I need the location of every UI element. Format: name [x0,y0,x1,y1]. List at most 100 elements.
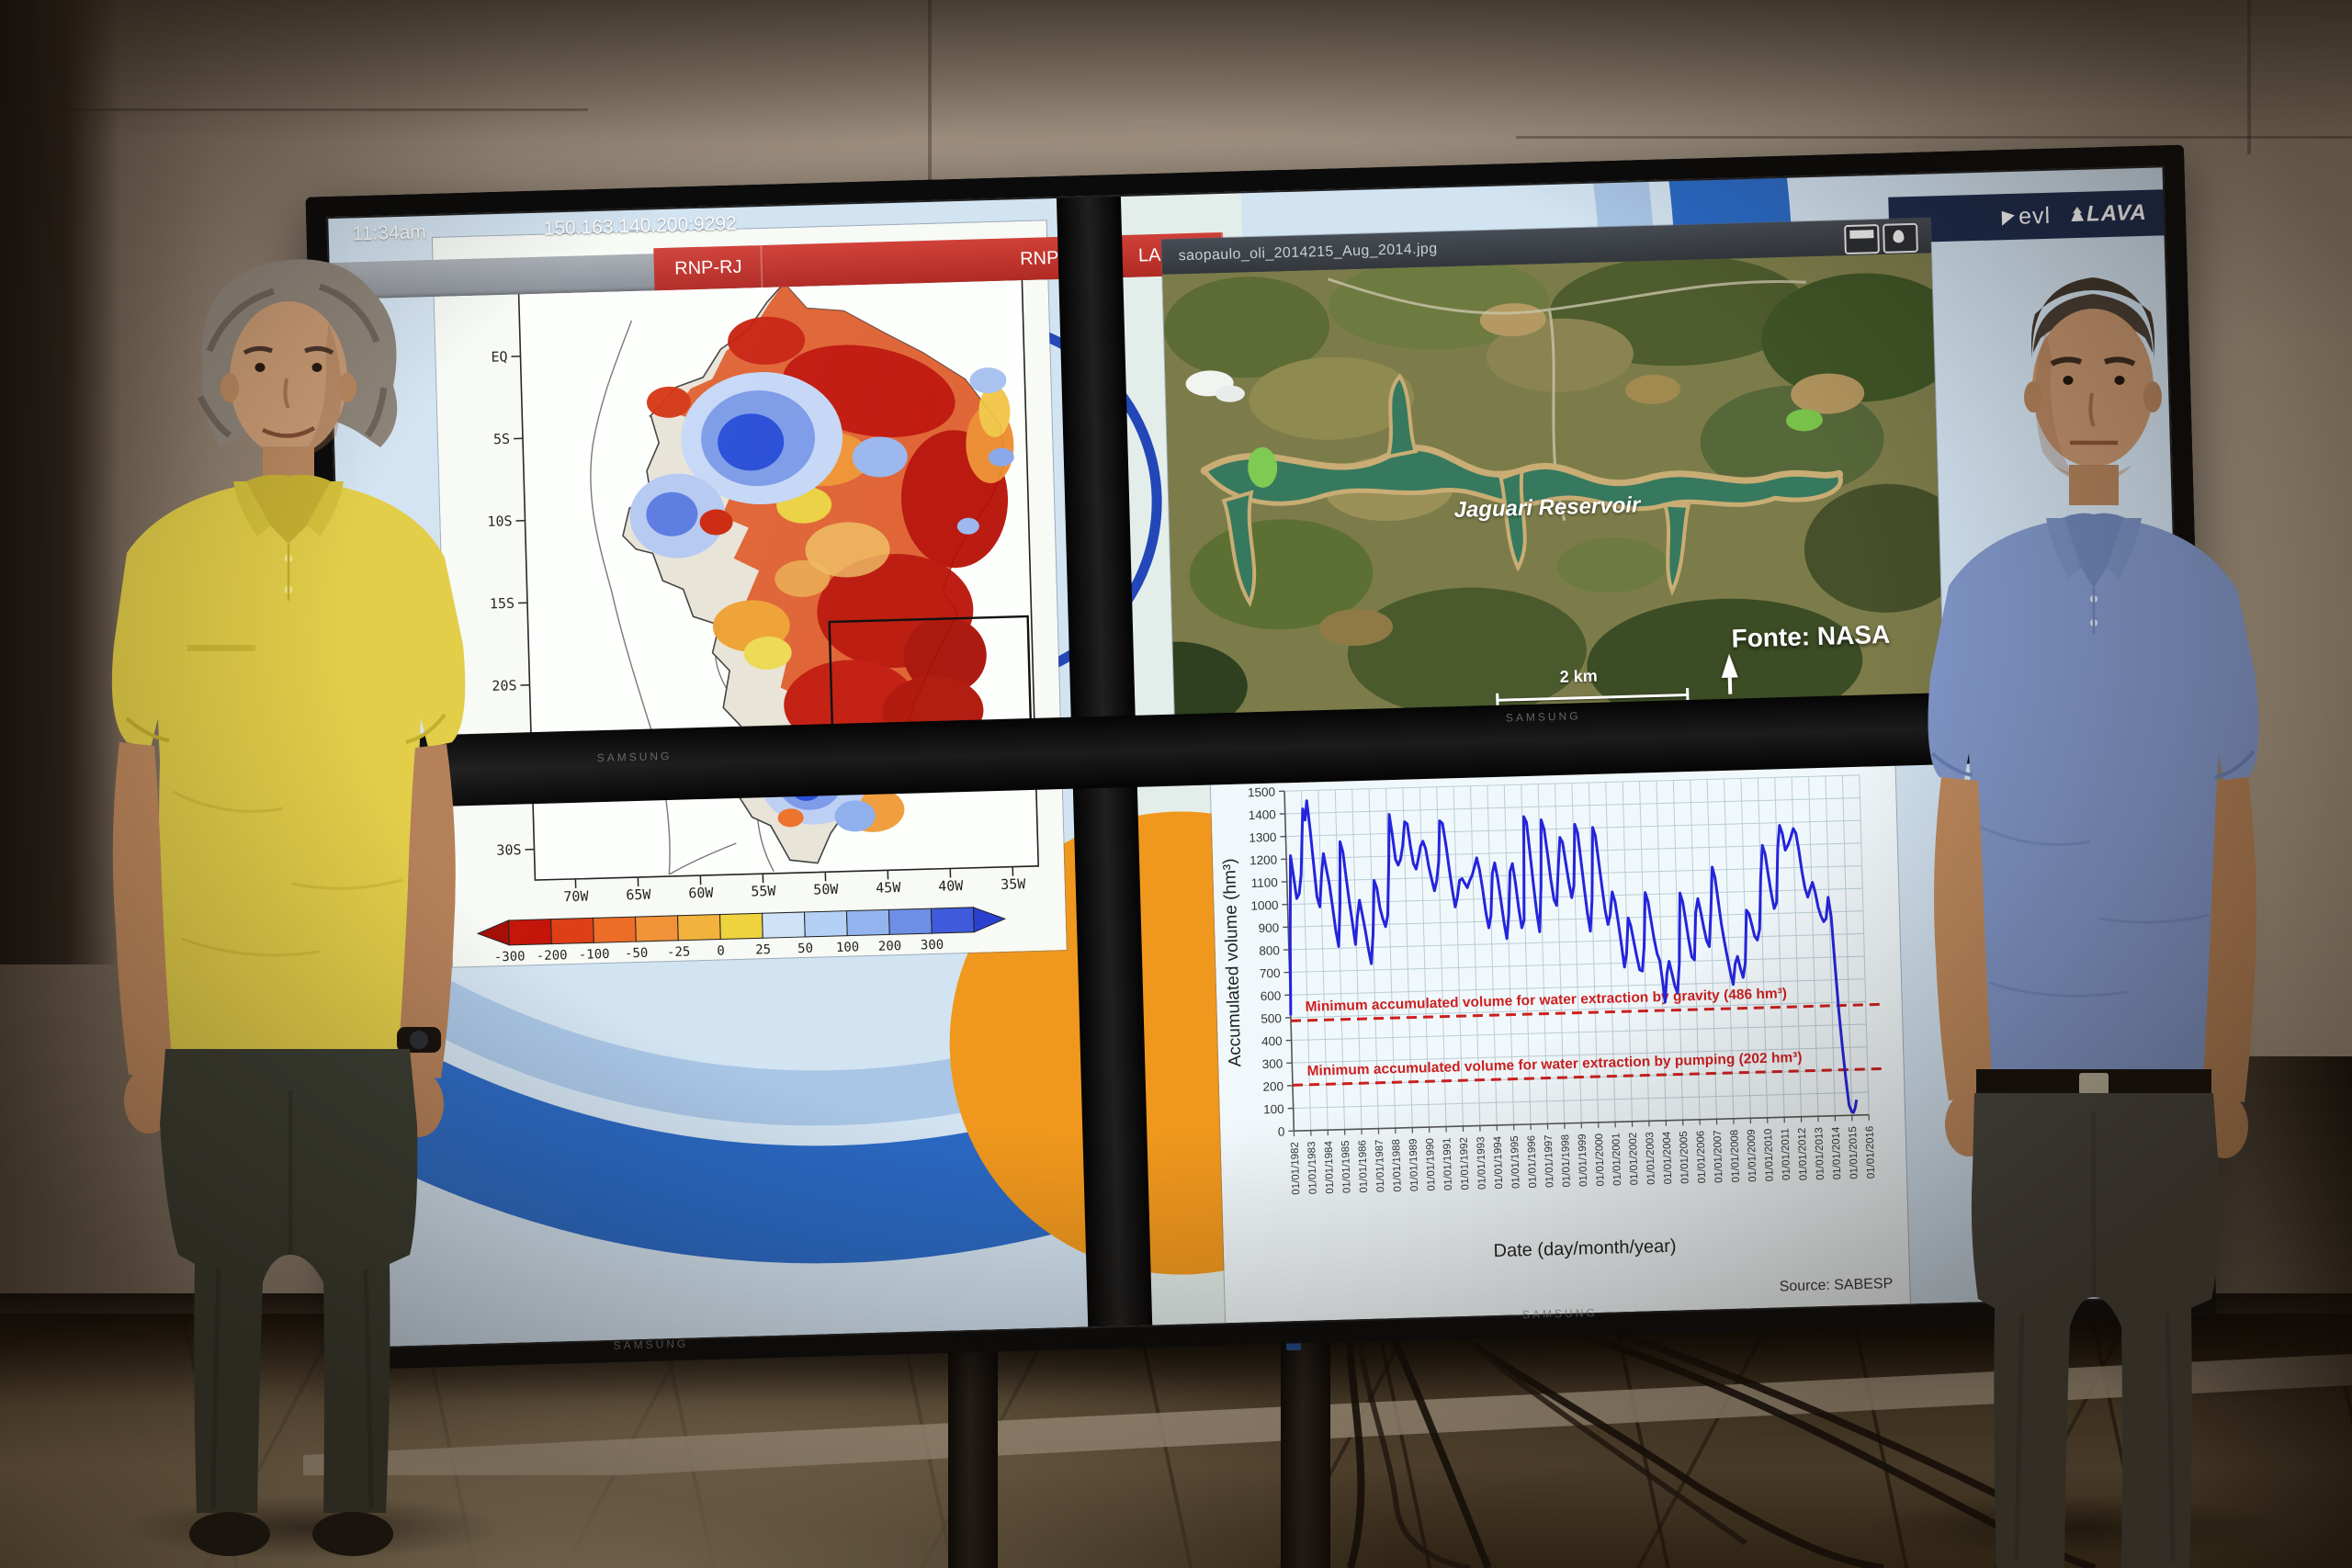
north-arrow-icon [1721,653,1738,678]
svg-text:70W: 70W [563,887,590,905]
svg-text:15S: 15S [490,595,515,613]
svg-text:01/01/1985: 01/01/1985 [1340,1140,1353,1193]
svg-text:01/01/2002: 01/01/2002 [1628,1133,1641,1186]
svg-text:1500: 1500 [1248,785,1275,800]
svg-text:01/01/2003: 01/01/2003 [1645,1132,1657,1185]
wall-desktop: chuva-JFM-2014.jpg [326,165,2196,1348]
svg-text:900: 900 [1258,921,1279,936]
svg-text:01/01/2014: 01/01/2014 [1831,1126,1844,1179]
svg-text:01/01/2006: 01/01/2006 [1695,1131,1708,1184]
svg-text:1100: 1100 [1251,875,1278,890]
monitor-stand-pole [1281,1321,1330,1568]
svg-text:01/01/2012: 01/01/2012 [1797,1128,1810,1181]
scale-label: 2 km [1559,666,1598,686]
person-left [111,259,466,1556]
svg-text:200: 200 [878,939,902,954]
cantareira-volume-chart: 0 100 200 300 400 500 600 700 800 900 1000 1100 1200… [1209,724,1910,1324]
brand-label: SAMSUNG [1521,1306,1598,1322]
svg-text:50: 50 [797,942,813,956]
svg-text:01/01/2000: 01/01/2000 [1594,1134,1607,1187]
svg-text:1200: 1200 [1250,853,1277,868]
svg-text:01/01/1984: 01/01/1984 [1323,1140,1336,1193]
svg-text:01/01/1987: 01/01/1987 [1374,1139,1387,1192]
video-wall: chuva-JFM-2014.jpg [305,144,2217,1371]
svg-text:500: 500 [1261,1011,1282,1026]
svg-text:50W: 50W [813,881,840,898]
satellite-image: Jaguari Reservoir Fonte: NASA 2 km [1162,253,1945,745]
svg-text:100: 100 [836,940,860,955]
svg-text:1300: 1300 [1249,830,1276,845]
svg-text:35W: 35W [1001,875,1027,893]
svg-text:01/01/1993: 01/01/1993 [1476,1136,1488,1190]
svg-text:01/01/1998: 01/01/1998 [1560,1134,1573,1188]
svg-text:45W: 45W [876,879,902,897]
satellite-image-window[interactable]: saopaulo_oli_2014215_Aug_2014.jpg [1161,218,1945,745]
reservoir-label: Jaguari Reservoir [1453,492,1641,524]
svg-text:01/01/1996: 01/01/1996 [1526,1135,1539,1189]
svg-text:1400: 1400 [1248,807,1275,822]
brand-label: SAMSUNG [1505,709,1581,725]
site-tab-rnp-rj[interactable]: RNP-RJ [653,244,763,291]
monitor-stand-pole [948,1321,998,1568]
svg-text:10S: 10S [487,513,513,530]
svg-text:1000: 1000 [1250,898,1278,913]
person-right [1928,277,2259,1568]
maximize-icon[interactable] [1844,223,1880,255]
evl-logo: evl [2001,202,2052,230]
svg-text:01/01/1982: 01/01/1982 [1290,1142,1303,1195]
svg-text:0: 0 [1278,1124,1285,1138]
svg-text:01/01/2004: 01/01/2004 [1662,1131,1675,1184]
svg-text:01/01/1994: 01/01/1994 [1493,1135,1506,1189]
svg-text:Source: SABESP: Source: SABESP [1779,1276,1893,1294]
svg-text:30S: 30S [496,841,522,859]
svg-text:EQ: EQ [491,348,508,365]
evl-chevron-icon [2001,208,2016,226]
svg-text:700: 700 [1260,966,1281,981]
svg-text:01/01/2015: 01/01/2015 [1848,1126,1860,1179]
svg-text:01/01/1992: 01/01/1992 [1459,1137,1472,1190]
floor-shadow [1865,1495,2288,1560]
svg-text:01/01/2011: 01/01/2011 [1780,1128,1792,1180]
svg-text:55W: 55W [751,883,777,900]
svg-text:01/01/2007: 01/01/2007 [1713,1130,1725,1183]
svg-text:40W: 40W [938,877,965,895]
chart-window[interactable]: 0 100 200 300 400 500 600 700 800 900 1000 1100 1200… [1209,724,1910,1324]
svg-text:01/01/2013: 01/01/2013 [1814,1127,1826,1180]
svg-text:5S: 5S [493,431,511,447]
svg-text:01/01/1990: 01/01/1990 [1425,1138,1438,1191]
svg-text:-200: -200 [537,948,568,964]
north-arrow-icon [1727,677,1733,694]
app-icon[interactable] [1883,222,1918,254]
svg-text:25: 25 [755,942,771,957]
svg-text:-300: -300 [494,949,526,964]
wall-seam [2247,0,2251,154]
svg-text:01/01/2001: 01/01/2001 [1611,1133,1623,1186]
svg-text:01/01/1999: 01/01/1999 [1577,1134,1590,1187]
svg-text:0: 0 [717,943,725,958]
svg-text:01/01/1989: 01/01/1989 [1408,1138,1421,1191]
svg-text:20S: 20S [492,677,517,694]
brand-label: SAMSUNG [596,749,673,765]
svg-text:100: 100 [1263,1102,1284,1117]
floor-shadow [119,1495,505,1560]
svg-text:-50: -50 [625,946,649,962]
svg-text:-25: -25 [667,944,691,960]
svg-text:-100: -100 [579,947,610,963]
svg-text:300: 300 [1262,1056,1283,1071]
lava-flame-icon [2071,207,2084,221]
svg-text:01/01/1983: 01/01/1983 [1306,1141,1319,1194]
svg-text:200: 200 [1262,1079,1283,1094]
wall-seam [928,0,932,180]
svg-text:01/01/2008: 01/01/2008 [1729,1130,1742,1183]
svg-text:01/01/1988: 01/01/1988 [1391,1139,1404,1192]
svg-text:65W: 65W [626,886,652,904]
svg-text:01/01/1997: 01/01/1997 [1544,1134,1556,1188]
lava-logo: LAVA [2071,200,2148,228]
svg-text:60W: 60W [688,885,715,902]
svg-text:01/01/2016: 01/01/2016 [1864,1125,1877,1179]
satellite-window-title: saopaulo_oli_2014215_Aug_2014.jpg [1178,241,1438,265]
dark-doorway [0,0,119,964]
svg-text:01/01/1991: 01/01/1991 [1442,1137,1454,1190]
svg-text:400: 400 [1261,1034,1283,1049]
